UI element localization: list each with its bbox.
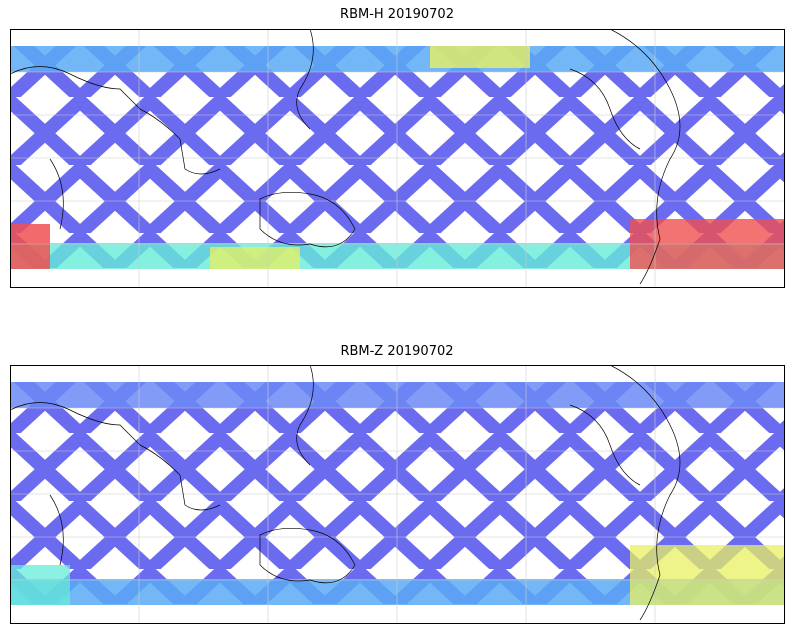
panel-title-bottom: RBM-Z 20190702 [340,344,454,359]
sw-high-region [10,224,50,269]
coastlines [10,365,681,621]
north-band [10,46,785,72]
southern-ocean-highlight [210,247,300,269]
map-frame [10,29,785,288]
map-frame [10,365,785,624]
north-atlantic-highlight [430,46,530,68]
north-band [10,382,785,408]
map-panel-bottom [10,365,785,624]
south-atlantic-highlight [630,545,785,605]
graticule [10,29,785,288]
sw-mid-region [10,565,70,605]
map-panel-top [10,29,785,288]
graticule [10,365,785,624]
coastlines [10,29,681,285]
panel-title-top: RBM-H 20190702 [340,7,454,22]
